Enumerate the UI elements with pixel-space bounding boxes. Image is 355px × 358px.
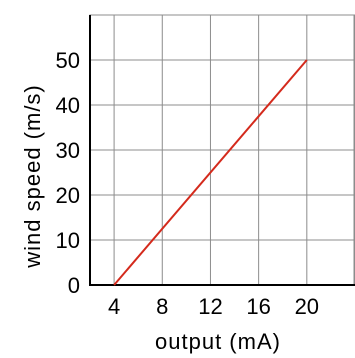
x-tick-label: 12: [198, 294, 222, 319]
y-tick-label: 50: [56, 48, 80, 73]
y-tick-label: 0: [68, 273, 80, 298]
grid: [90, 14, 355, 285]
y-tick-label: 20: [56, 183, 80, 208]
x-tick-label: 16: [246, 294, 270, 319]
y-tick-labels: 0 10 20 30 40 50: [56, 48, 80, 298]
y-tick-label: 30: [56, 138, 80, 163]
y-axis-title: wind speed (m/s): [20, 84, 45, 269]
x-tick-label: 20: [295, 294, 319, 319]
series-group: [113, 59, 308, 286]
y-tick-label: 40: [56, 93, 80, 118]
x-tick-labels: 4 8 12 16 20: [108, 294, 319, 319]
y-tick-label: 10: [56, 228, 80, 253]
x-tick-label: 8: [156, 294, 168, 319]
series-line: [113, 59, 308, 286]
x-tick-label: 4: [108, 294, 120, 319]
x-axis-title: output (mA): [155, 329, 281, 354]
